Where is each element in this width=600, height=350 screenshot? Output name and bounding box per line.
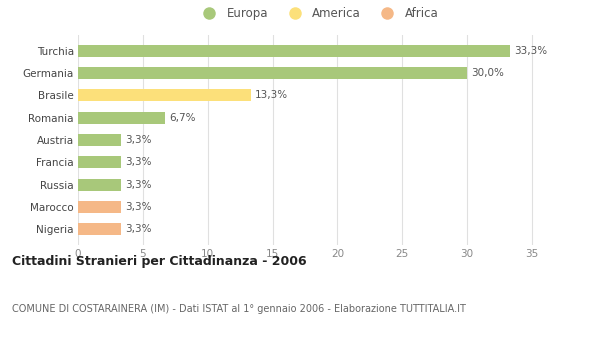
- Bar: [78, 178, 121, 191]
- Text: 3,3%: 3,3%: [125, 202, 151, 212]
- Text: 33,3%: 33,3%: [514, 46, 547, 56]
- Text: 30,0%: 30,0%: [471, 68, 504, 78]
- Legend: Europa, America, Africa: Europa, America, Africa: [193, 2, 443, 25]
- Bar: [78, 223, 121, 236]
- Bar: [78, 156, 121, 168]
- Text: 3,3%: 3,3%: [125, 158, 151, 167]
- Text: Cittadini Stranieri per Cittadinanza - 2006: Cittadini Stranieri per Cittadinanza - 2…: [12, 256, 307, 268]
- Text: 6,7%: 6,7%: [169, 113, 196, 122]
- Bar: [78, 201, 121, 213]
- Text: COMUNE DI COSTARAINERA (IM) - Dati ISTAT al 1° gennaio 2006 - Elaborazione TUTTI: COMUNE DI COSTARAINERA (IM) - Dati ISTAT…: [12, 304, 466, 315]
- Text: 13,3%: 13,3%: [254, 90, 287, 100]
- Bar: [78, 44, 510, 57]
- Bar: [78, 134, 121, 146]
- Text: 3,3%: 3,3%: [125, 135, 151, 145]
- Text: 3,3%: 3,3%: [125, 224, 151, 234]
- Bar: [78, 89, 251, 101]
- Text: 3,3%: 3,3%: [125, 180, 151, 190]
- Bar: [78, 67, 467, 79]
- Bar: [78, 112, 165, 124]
